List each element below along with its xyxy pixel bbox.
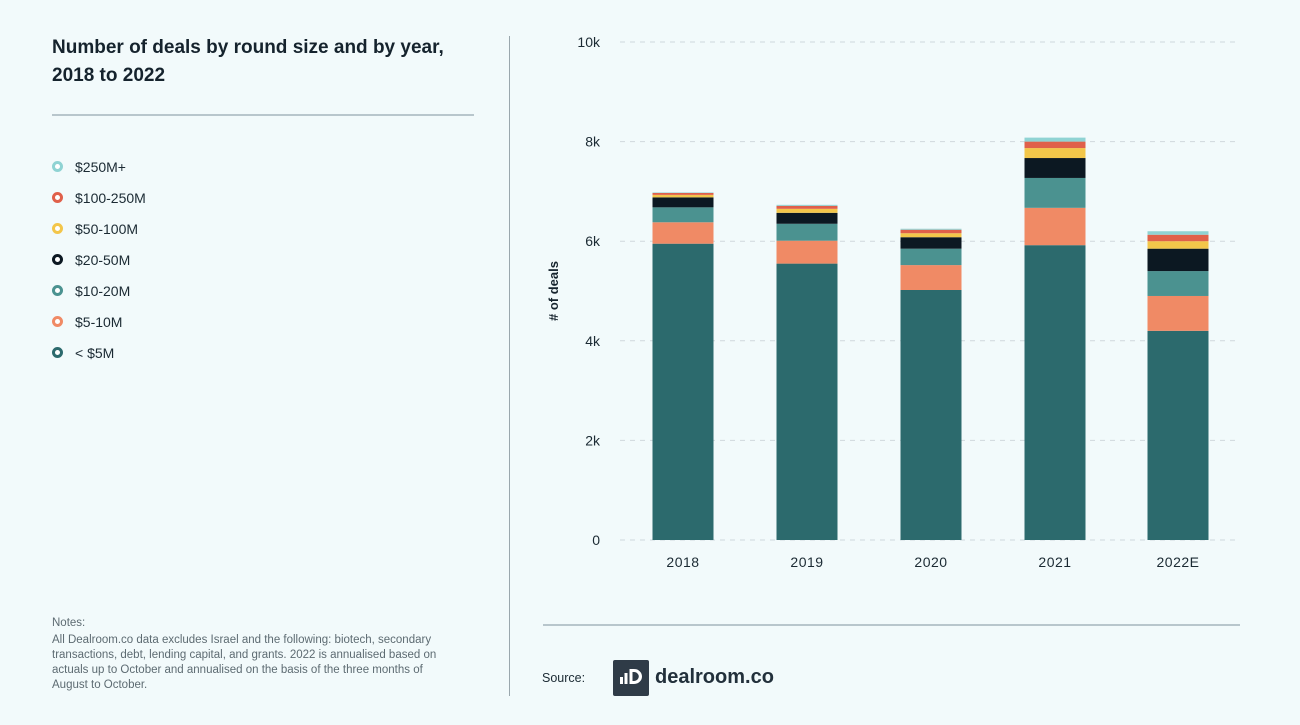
y-tick-label: 8k (585, 134, 601, 150)
notes-heading: Notes: (52, 617, 86, 629)
bar-segment (900, 248, 962, 266)
bar-segment (776, 204, 838, 206)
bar-segment (776, 240, 838, 264)
bar-segment (652, 197, 714, 208)
title-divider (52, 114, 474, 116)
legend-item: $5-10M (52, 306, 146, 337)
bar-segment (776, 223, 838, 241)
legend-label: $50-100M (75, 220, 139, 237)
bar-segment (1147, 241, 1209, 249)
bar-segment (900, 229, 962, 234)
legend-swatch-icon (52, 223, 63, 234)
bar-segment (900, 265, 962, 291)
legend-swatch-icon (52, 347, 63, 358)
legend-item: < $5M (52, 337, 146, 368)
x-tick-label: 2020 (914, 554, 947, 570)
legend-label: $10-20M (75, 282, 131, 299)
left-panel: Number of deals by round size and by yea… (0, 0, 510, 725)
bar-segment (1147, 295, 1209, 331)
bar-segment (652, 207, 714, 223)
legend-swatch-icon (52, 316, 63, 327)
bar-segment (1024, 245, 1086, 540)
legend-label: $100-250M (75, 189, 146, 206)
legend-item: $250M+ (52, 151, 146, 182)
bar-segment (776, 212, 838, 224)
dealroom-logo-icon (613, 660, 649, 696)
x-tick-label: 2022E (1157, 554, 1200, 570)
bar-segment (900, 237, 962, 249)
y-tick-label: 6k (585, 233, 601, 249)
legend-item: $20-50M (52, 244, 146, 275)
bar-segment (652, 194, 714, 198)
bar-segment (900, 228, 962, 230)
y-tick-label: 2k (585, 432, 601, 448)
bar-segment (1024, 158, 1086, 178)
legend-label: $250M+ (75, 158, 126, 175)
y-tick-label: 0 (592, 532, 600, 548)
y-tick-label: 10k (577, 34, 601, 50)
brand-name: dealroom.co (655, 666, 774, 688)
legend-swatch-icon (52, 192, 63, 203)
legend-item: $50-100M (52, 213, 146, 244)
bar-segment (1024, 148, 1086, 159)
x-tick-label: 2018 (666, 554, 699, 570)
legend-label: < $5M (75, 344, 115, 361)
legend-item: $100-250M (52, 182, 146, 213)
bar-segment (776, 208, 838, 213)
bar-segment (1024, 137, 1086, 142)
bar-segment (776, 205, 838, 209)
y-tick-label: 4k (585, 333, 601, 349)
x-tick-label: 2019 (790, 554, 823, 570)
bar-segment (1024, 177, 1086, 208)
legend-label: $5-10M (75, 313, 123, 330)
bar-segment (652, 192, 714, 195)
y-axis-label: # of deals (546, 261, 561, 321)
chart-title: Number of deals by round size and by yea… (52, 37, 444, 86)
legend-label: $20-50M (75, 251, 131, 268)
bar-segment (1147, 248, 1209, 272)
x-tick-label: 2021 (1038, 554, 1071, 570)
bar-segment (1147, 234, 1209, 242)
footer-divider (543, 624, 1240, 626)
legend: $250M+ $100-250M $50-100M $20-50M $10-20M $5-… (52, 151, 146, 368)
legend-item: $10-20M (52, 275, 146, 306)
bar-segment (900, 290, 962, 540)
stacked-bar-chart: 0 2k 4k 6k 8k 10k 2018 2019 2020 2021 2022E # of de… (546, 34, 1238, 570)
panel-divider (509, 36, 510, 696)
bar-segment (1147, 330, 1209, 540)
bar-segment (1024, 141, 1086, 149)
bar-segment (652, 243, 714, 540)
bar-segment (900, 233, 962, 238)
bar-segment (1147, 231, 1209, 235)
bar-segment (1147, 271, 1209, 296)
source-label: Source: (542, 671, 586, 685)
legend-swatch-icon (52, 254, 63, 265)
bar-segment (652, 222, 714, 244)
legend-swatch-icon (52, 285, 63, 296)
notes-body: All Dealroom.co data excludes Israel and… (52, 634, 437, 691)
bar-segment (776, 263, 838, 540)
notes: Notes: All Dealroom.co data excludes Isr… (52, 616, 452, 693)
legend-swatch-icon (52, 161, 63, 172)
bar-segment (1024, 207, 1086, 246)
